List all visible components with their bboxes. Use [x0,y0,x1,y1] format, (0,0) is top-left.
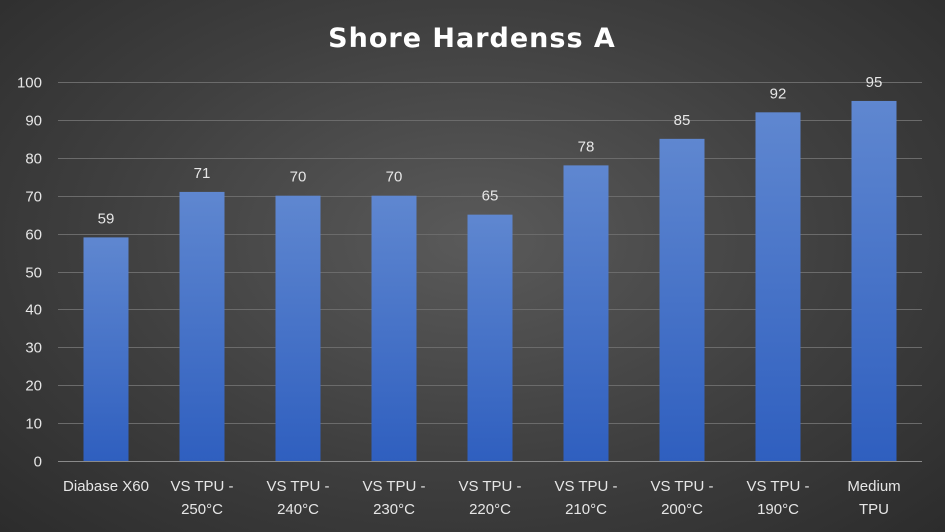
x-category-label-line: VS TPU - [458,478,521,495]
chart-title: Shore Hardenss A [328,23,616,54]
y-tick-label-90: 90 [25,113,42,130]
x-category-label-line: 240°C [277,501,319,518]
x-category-label-3: VS TPU - 230°C [362,478,425,518]
x-category-label-2: VS TPU - 240°C [266,478,329,518]
x-category-label-line: 250°C [181,501,223,518]
x-category-label-line: 230°C [373,501,415,518]
x-category-label-line: 190°C [757,501,799,518]
bar-2 [275,195,321,461]
data-label-4: 65 [482,188,499,205]
x-category-label-5: VS TPU - 210°C [554,478,617,518]
x-category-label-line: VS TPU - [170,478,233,495]
y-tick-label-80: 80 [25,151,42,168]
x-category-label-4: VS TPU - 220°C [458,478,521,518]
bars [83,100,897,461]
x-category-label-line: 220°C [469,501,511,518]
data-label-3: 70 [386,169,403,186]
bar-3 [371,195,417,461]
y-tick-label-70: 70 [25,189,42,206]
bar-4 [467,214,513,461]
bar-0 [83,237,129,461]
data-labels: 59 71 70 70 65 78 85 92 95 [98,74,883,227]
y-tick-label-50: 50 [25,265,42,282]
bar-7 [755,112,801,461]
y-tick-label-40: 40 [25,302,42,319]
x-category-label-0: Diabase X60 [63,478,149,495]
x-category-label-line: VS TPU - [554,478,617,495]
bar-8 [851,100,897,461]
x-category-label-line: VS TPU - [746,478,809,495]
bar-5 [563,165,609,461]
data-label-2: 70 [290,169,307,186]
x-category-label-line: VS TPU - [362,478,425,495]
y-tick-label-10: 10 [25,416,42,433]
x-category-label-line: VS TPU - [266,478,329,495]
x-category-label-1: VS TPU - 250°C [170,478,233,518]
data-label-0: 59 [98,210,115,227]
x-category-label-6: VS TPU - 200°C [650,478,713,518]
x-category-label-8: Medium TPU [847,478,900,518]
y-tick-label-60: 60 [25,227,42,244]
x-category-label-line: 210°C [565,501,607,518]
x-category-label-line: Diabase X60 [63,478,149,495]
data-label-1: 71 [194,165,211,182]
data-label-7: 92 [770,85,787,102]
x-category-label-line: VS TPU - [650,478,713,495]
x-axis-category-labels: Diabase X60 VS TPU -250°CVS TPU -240°CVS … [63,478,901,518]
x-category-label-line: 200°C [661,501,703,518]
bar-1 [179,191,225,461]
y-tick-label-0: 0 [34,454,42,471]
bar-6 [659,138,705,461]
y-axis-tick-labels: 0 10 20 30 40 50 60 70 80 90 100 [17,75,42,471]
y-tick-label-30: 30 [25,340,42,357]
x-category-label-7: VS TPU - 190°C [746,478,809,518]
data-label-8: 95 [866,74,883,91]
y-tick-label-20: 20 [25,378,42,395]
data-label-6: 85 [674,112,691,129]
x-category-label-line: TPU [859,501,889,518]
y-tick-label-100: 100 [17,75,42,92]
x-category-label-line: Medium [847,478,900,495]
data-label-5: 78 [578,138,595,155]
